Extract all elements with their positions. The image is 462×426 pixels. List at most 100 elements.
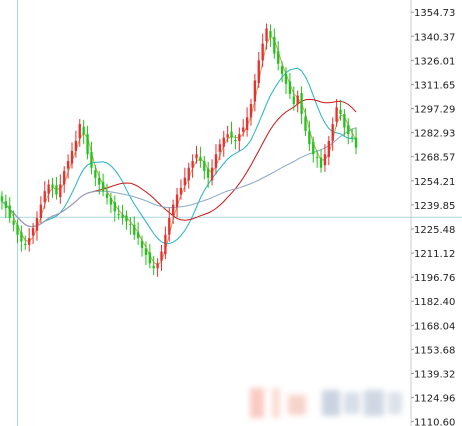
candle (335, 98, 338, 127)
candle (339, 99, 342, 121)
candle (183, 167, 187, 193)
candle (218, 139, 222, 161)
candle-body (109, 197, 113, 205)
candle (257, 51, 260, 89)
candle-body (31, 228, 35, 236)
candle (31, 223, 35, 245)
candle (140, 235, 144, 257)
candle (265, 23, 268, 50)
y-tick-label: 1225.48 (414, 225, 455, 236)
candle-body (245, 117, 249, 130)
candle (210, 159, 214, 186)
candle-body (187, 167, 190, 181)
candle-body (125, 215, 128, 222)
candle (253, 73, 257, 112)
candle-body (101, 181, 105, 192)
candle (323, 144, 327, 172)
candle-body (257, 60, 260, 84)
candle (121, 204, 124, 225)
candle (12, 210, 15, 232)
candle-body (20, 232, 23, 242)
candle (144, 241, 148, 265)
candle (284, 67, 288, 94)
candle-body (265, 28, 268, 42)
candle (70, 142, 74, 169)
candle-body (300, 93, 303, 115)
y-tick-label: 1268.57 (414, 153, 455, 164)
candle (273, 28, 276, 59)
candle-body (156, 263, 159, 269)
candle-body (273, 36, 276, 54)
candle-body (171, 204, 175, 216)
candles (0, 23, 358, 277)
candle-body (98, 177, 101, 185)
candle-body (113, 202, 116, 212)
candle (296, 90, 299, 113)
candle (113, 195, 116, 222)
candle (47, 179, 50, 203)
candle (261, 33, 264, 68)
candle (327, 135, 330, 166)
candle (117, 205, 120, 220)
candle-body (8, 205, 11, 219)
candle (214, 144, 218, 175)
candle-body (238, 134, 241, 141)
candle (226, 125, 229, 143)
candle (74, 130, 78, 158)
candle (98, 171, 101, 195)
candle-body (214, 154, 218, 168)
candle-body (63, 171, 66, 185)
candle-body (335, 107, 338, 122)
candle-body (129, 223, 132, 225)
candle-body (51, 184, 54, 188)
y-tick-label: 1153.68 (414, 345, 455, 356)
candle (109, 192, 113, 213)
candle (168, 207, 171, 242)
candle (16, 219, 19, 244)
candle (238, 127, 241, 151)
candle (20, 225, 23, 252)
candle (78, 119, 81, 147)
y-tick-label: 1139.32 (414, 369, 455, 380)
candle-body (323, 154, 327, 166)
candle (171, 199, 175, 224)
y-tick-label: 1297.29 (414, 105, 455, 116)
candle (199, 146, 202, 168)
candle (354, 127, 358, 155)
price-axis: 1354.73 1340.37 1326.01 1311.65 1297.29 1282.… (411, 8, 455, 426)
candle-body (47, 184, 50, 194)
candle (156, 258, 159, 277)
y-tick-label: 1182.40 (414, 297, 455, 308)
candle-body (35, 218, 39, 231)
candle (280, 61, 284, 83)
candle-body (292, 96, 295, 104)
candle-body (284, 73, 288, 84)
candle-body (218, 144, 222, 152)
candle-body (59, 184, 62, 198)
candle-body (70, 150, 74, 164)
candle (125, 210, 128, 230)
candle-body (105, 193, 109, 198)
candle (207, 161, 210, 188)
candle-body (195, 154, 198, 159)
candle (66, 154, 70, 179)
candle-body (160, 251, 163, 261)
candle-body (234, 140, 237, 142)
candle-body (308, 130, 311, 145)
y-tick-label: 1168.04 (414, 321, 455, 332)
candle (0, 191, 4, 210)
candle (136, 222, 140, 245)
candle (195, 145, 198, 164)
candle (249, 98, 253, 126)
candle-body (350, 136, 354, 138)
candle (28, 228, 31, 252)
candle (234, 135, 237, 150)
candle (4, 194, 8, 219)
candle-body (0, 196, 4, 202)
candle (133, 216, 136, 240)
candle (245, 107, 249, 137)
candle (35, 211, 39, 241)
candle (277, 41, 280, 71)
